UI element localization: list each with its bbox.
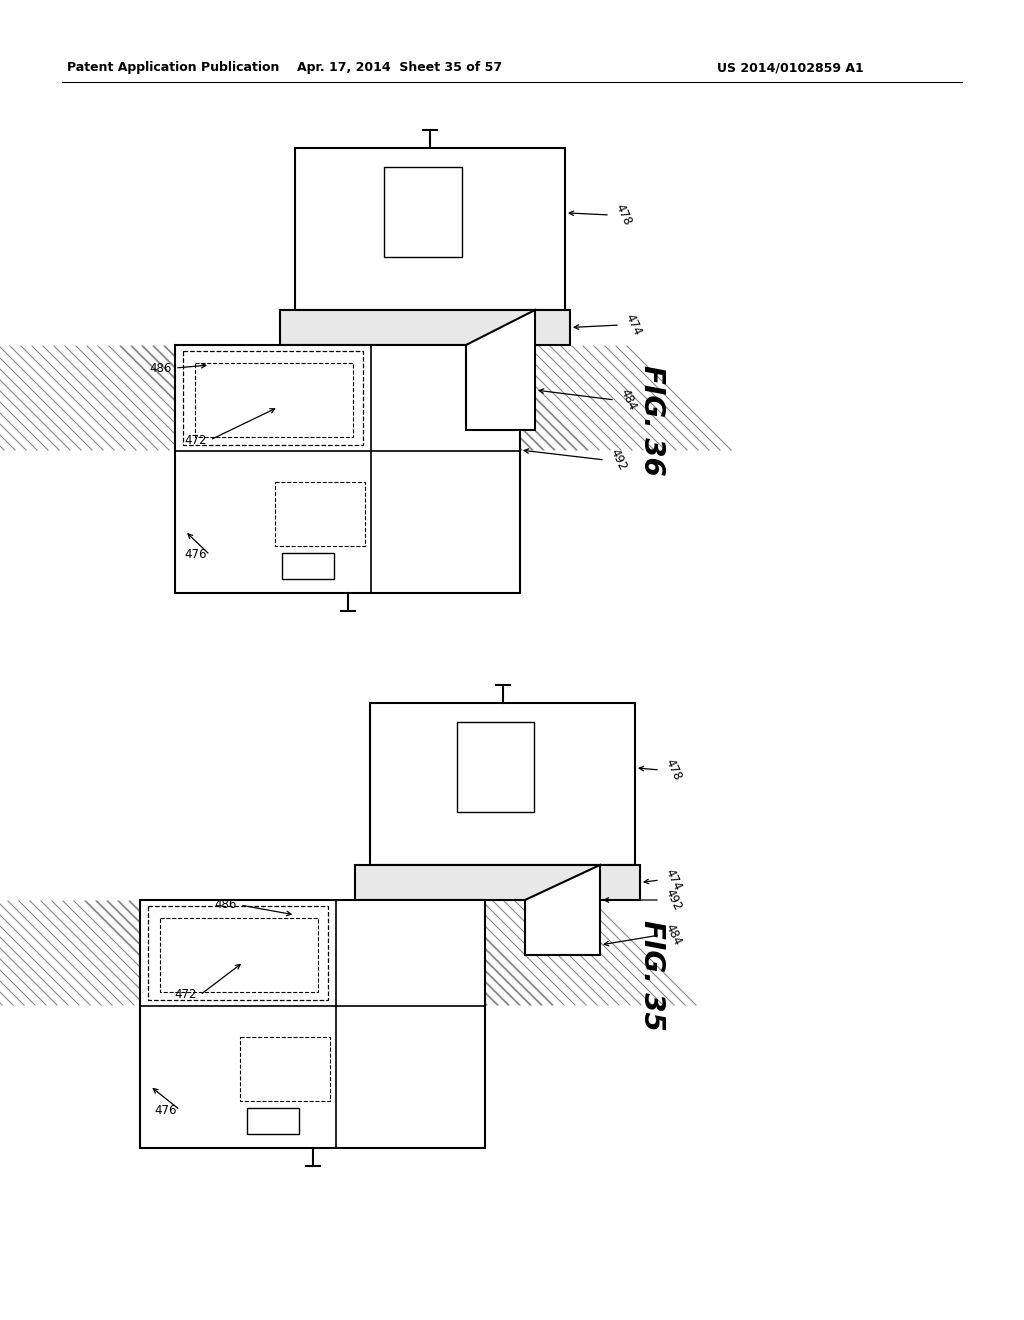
Bar xyxy=(148,906,328,1001)
Bar xyxy=(140,900,485,1148)
Bar xyxy=(370,704,635,865)
Text: Patent Application Publication: Patent Application Publication xyxy=(67,62,280,74)
Text: 492: 492 xyxy=(663,887,684,913)
Bar xyxy=(275,482,365,546)
Text: 474: 474 xyxy=(623,312,644,338)
Text: 478: 478 xyxy=(613,202,634,228)
Bar xyxy=(195,363,353,437)
Text: 478: 478 xyxy=(663,758,684,783)
Text: 476: 476 xyxy=(155,1104,177,1117)
Text: 486: 486 xyxy=(215,899,237,912)
Text: 484: 484 xyxy=(618,387,639,413)
Text: 474: 474 xyxy=(663,867,684,892)
Text: Apr. 17, 2014  Sheet 35 of 57: Apr. 17, 2014 Sheet 35 of 57 xyxy=(297,62,503,74)
Bar xyxy=(282,553,334,578)
Bar xyxy=(160,917,318,993)
Polygon shape xyxy=(466,310,535,430)
Bar xyxy=(295,148,565,310)
Text: 472: 472 xyxy=(184,433,207,446)
Polygon shape xyxy=(525,865,600,954)
Text: FIG. 35: FIG. 35 xyxy=(638,920,666,1031)
Text: 472: 472 xyxy=(174,989,197,1002)
Text: US 2014/0102859 A1: US 2014/0102859 A1 xyxy=(717,62,863,74)
Text: 486: 486 xyxy=(150,362,172,375)
Bar xyxy=(384,168,463,256)
Bar xyxy=(175,345,520,593)
Text: FIG. 36: FIG. 36 xyxy=(638,364,666,475)
Bar xyxy=(247,1109,299,1134)
Text: 476: 476 xyxy=(184,549,207,561)
Bar xyxy=(280,310,570,345)
Text: 492: 492 xyxy=(608,447,630,473)
Text: 484: 484 xyxy=(663,923,684,948)
Bar xyxy=(240,1038,330,1101)
Bar xyxy=(458,722,535,812)
Bar xyxy=(355,865,640,900)
Bar xyxy=(183,351,362,445)
